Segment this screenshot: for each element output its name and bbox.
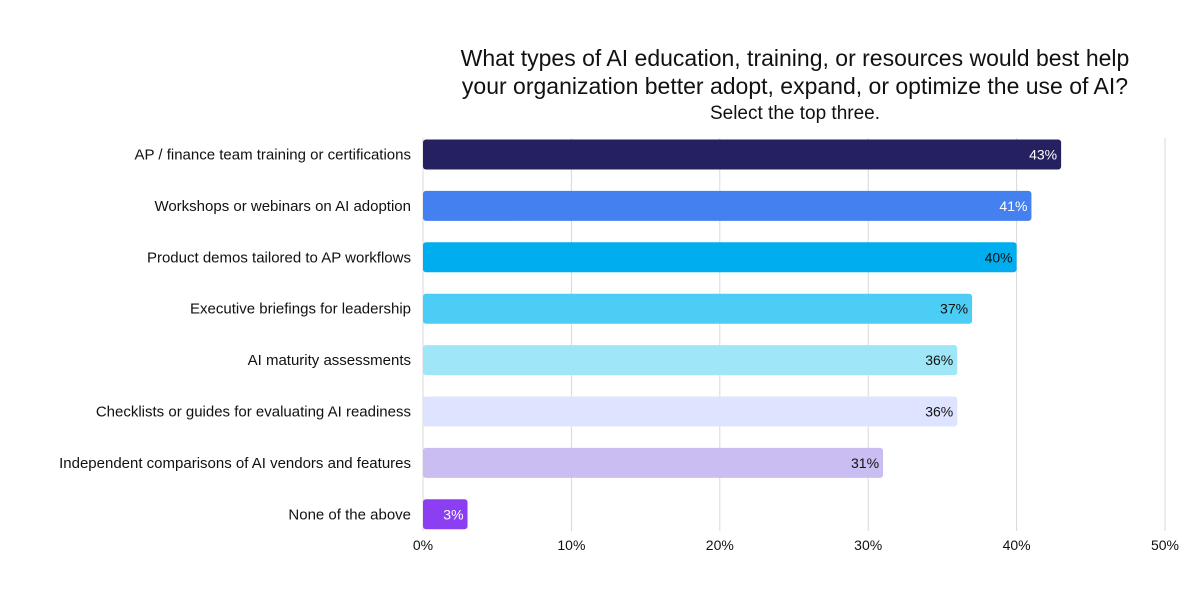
x-tick-label: 10% <box>557 537 585 553</box>
x-tick-label: 20% <box>706 537 734 553</box>
bar <box>423 499 468 530</box>
category-labels: AP / finance team training or certificat… <box>59 147 411 524</box>
x-tick-label: 30% <box>854 537 882 553</box>
chart-title-line-1: What types of AI education, training, or… <box>460 45 1130 71</box>
chart-title-line-2: your organization better adopt, expand, … <box>461 73 1129 99</box>
x-tick-label: 0% <box>413 537 433 553</box>
category-label: Workshops or webinars on AI adoption <box>154 198 411 215</box>
x-tick-label: 50% <box>1151 537 1179 553</box>
category-label: Independent comparisons of AI vendors an… <box>59 455 411 472</box>
bar-value-label: 31% <box>851 455 879 471</box>
bar <box>423 396 958 427</box>
bar-value-label: 3% <box>443 506 463 522</box>
bar-value-label: 43% <box>1029 147 1057 163</box>
bar <box>423 447 884 478</box>
x-tick-label: 40% <box>1003 537 1031 553</box>
category-label: Checklists or guides for evaluating AI r… <box>96 404 411 421</box>
bar <box>423 139 1062 170</box>
category-label: None of the above <box>288 506 411 523</box>
bar-value-label: 36% <box>925 352 953 368</box>
bar <box>423 190 1032 221</box>
bar <box>423 293 973 324</box>
category-label: AP / finance team training or certificat… <box>134 147 411 164</box>
bars: 43% 41% 40% 37% 36% 36% 31% 3% <box>423 139 1062 530</box>
category-label: Executive briefings for leadership <box>190 301 411 318</box>
bar-value-label: 37% <box>940 301 968 317</box>
bar-value-label: 41% <box>999 198 1027 214</box>
bar <box>423 345 958 376</box>
category-label: Product demos tailored to AP workflows <box>147 249 411 266</box>
bar-value-label: 40% <box>985 249 1013 265</box>
x-axis-ticks: 0% 10% 20% 30% 40% 50% <box>413 537 1179 553</box>
chart-subtitle: Select the top three. <box>709 103 881 124</box>
category-label: AI maturity assessments <box>248 352 411 369</box>
bar <box>423 242 1017 273</box>
chart-title-block: What types of AI education, training, or… <box>390 44 1200 127</box>
bar-value-label: 36% <box>925 404 953 420</box>
